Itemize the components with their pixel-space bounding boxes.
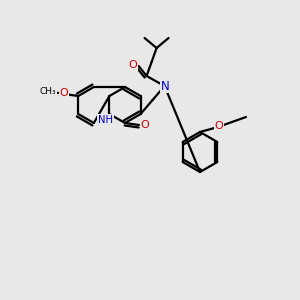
Text: O: O: [214, 121, 224, 131]
Text: O: O: [60, 88, 69, 98]
Text: NH: NH: [98, 115, 113, 125]
Text: CH₃: CH₃: [40, 86, 56, 95]
Text: O: O: [141, 120, 149, 130]
Text: O: O: [128, 60, 137, 70]
Text: N: N: [161, 80, 170, 92]
